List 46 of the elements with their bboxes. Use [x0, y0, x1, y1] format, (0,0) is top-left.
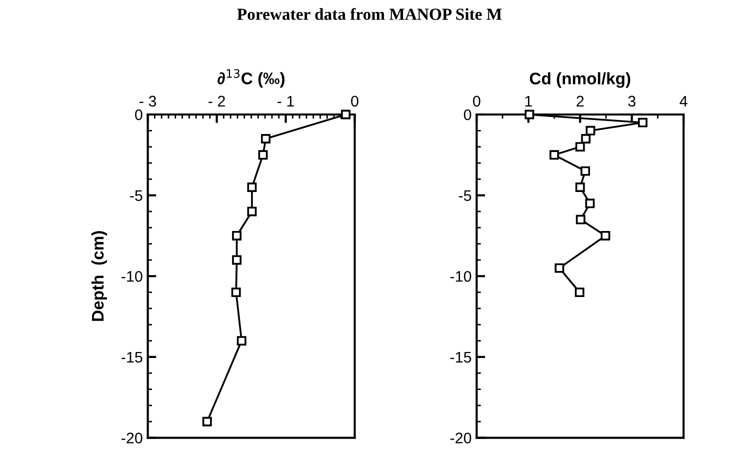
- x-tick-label: - 3: [140, 96, 156, 107]
- point: [550, 150, 559, 160]
- x-tick-label: 0: [473, 96, 480, 107]
- y-tick-label: -5: [130, 190, 142, 201]
- point: [231, 288, 241, 298]
- y-tick-label: -20: [122, 432, 142, 444]
- point: [576, 214, 586, 224]
- point: [524, 110, 534, 120]
- x-tick-label: - 1: [278, 96, 294, 106]
- x-tick-label: 3: [628, 96, 636, 107]
- point: [638, 118, 648, 128]
- point: [341, 110, 350, 120]
- x-tick-label: 0: [351, 96, 358, 107]
- point: [581, 134, 591, 144]
- point: [585, 198, 595, 208]
- point: [202, 416, 212, 426]
- point: [232, 255, 242, 265]
- point: [575, 142, 585, 152]
- point: [574, 288, 584, 298]
- y-tick-label: -15: [122, 352, 142, 363]
- point: [586, 126, 596, 136]
- x-axis-title: ∂$^{13}$C (‰): [218, 69, 284, 88]
- x-tick-label: - 2: [208, 96, 225, 106]
- x-tick-label: 4: [680, 96, 688, 106]
- x-tick-label: 1: [525, 96, 532, 106]
- y-tick-label: 0: [135, 109, 142, 120]
- y-tick-label: 0: [464, 109, 472, 120]
- point: [261, 134, 270, 144]
- point: [236, 336, 246, 346]
- y-tick-label: -10: [122, 271, 142, 282]
- y-tick-label: -15: [450, 352, 472, 363]
- point: [575, 182, 585, 192]
- x-tick-label: 2: [576, 96, 584, 106]
- x-axis-title: Cd (nmol/kg): [530, 72, 630, 88]
- y-tick-label: -10: [450, 271, 472, 282]
- point: [258, 150, 268, 160]
- point: [580, 166, 590, 176]
- point: [247, 182, 257, 192]
- chart-title: Porewater data from MANOP Site M: [237, 8, 502, 20]
- point: [600, 231, 610, 240]
- y-tick-label: -20: [450, 432, 472, 444]
- y-tick-label: -5: [458, 190, 472, 201]
- point: [232, 231, 242, 240]
- y-axis-title: Depth (cm): [91, 231, 107, 321]
- point: [247, 206, 257, 216]
- point: [554, 263, 564, 273]
